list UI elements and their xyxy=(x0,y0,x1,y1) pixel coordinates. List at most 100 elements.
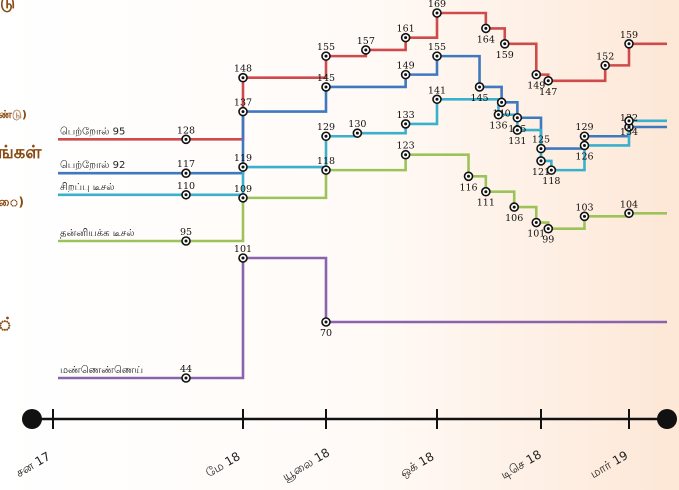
data-label-petrol95: 149 xyxy=(527,81,545,92)
series-name-petrol92: பெற்றோல் 92 xyxy=(60,160,125,171)
data-label-petrol92: 145 xyxy=(470,93,488,104)
data-label-superdiesel: 126 xyxy=(575,151,593,162)
data-label-petrol92: 145 xyxy=(317,73,335,84)
data-label-petrol95: 148 xyxy=(234,64,252,75)
data-label-petrol95: 161 xyxy=(397,24,415,35)
data-label-kerosene: 44 xyxy=(180,364,192,375)
axis-tick-label: யூலை 18 xyxy=(280,445,332,483)
data-point-core-petrol95 xyxy=(184,137,188,141)
axis-tick-label: மே 18 xyxy=(203,449,242,480)
data-point-core-petrol95 xyxy=(484,26,488,30)
axis-tick-label: சன 17 xyxy=(13,449,52,480)
series-name-petrol95: பெற்றோல் 95 xyxy=(60,126,125,137)
data-point-core-diesel xyxy=(184,239,188,243)
data-point-core-superdiesel xyxy=(496,113,500,117)
data-label-petrol95: 159 xyxy=(620,30,638,41)
data-label-superdiesel: 121 xyxy=(532,167,550,178)
data-point-core-diesel xyxy=(546,227,550,231)
data-point-core-superdiesel xyxy=(515,128,519,132)
data-label-petrol95: 169 xyxy=(428,0,446,10)
series-line-petrol95 xyxy=(58,11,667,141)
series-name-kerosene: மண்ணெண்ணெய் xyxy=(60,365,143,376)
data-label-diesel: 99 xyxy=(542,235,554,246)
data-label-diesel: 118 xyxy=(317,156,335,167)
data-label-kerosene: 70 xyxy=(320,328,332,339)
data-point-core-diesel xyxy=(404,153,408,157)
data-point-core-superdiesel xyxy=(355,131,359,135)
data-label-diesel: 103 xyxy=(575,202,593,213)
data-label-petrol92: 125 xyxy=(532,135,550,146)
data-point-core-petrol92 xyxy=(500,100,504,104)
data-label-diesel: 95 xyxy=(180,227,192,238)
data-label-diesel: 104 xyxy=(620,199,638,210)
data-label-superdiesel: 133 xyxy=(397,110,415,121)
data-point-core-petrol95 xyxy=(404,36,408,40)
data-point-core-superdiesel xyxy=(582,143,586,147)
data-point-core-petrol92 xyxy=(515,116,519,120)
data-point-core-petrol95 xyxy=(503,42,507,46)
data-label-diesel: 111 xyxy=(477,198,495,209)
data-label-petrol95: 152 xyxy=(596,51,614,62)
data-label-petrol92: 149 xyxy=(397,61,415,72)
data-point-core-petrol92 xyxy=(435,54,439,58)
heading-fragment: ை) xyxy=(0,195,24,209)
data-label-superdiesel: 141 xyxy=(428,85,446,96)
data-label-petrol95: 159 xyxy=(496,50,514,61)
data-point-core-petrol95 xyxy=(603,63,607,67)
data-point-core-diesel xyxy=(582,214,586,218)
data-point-core-petrol92 xyxy=(627,125,631,129)
data-label-petrol92: 129 xyxy=(575,122,593,133)
data-point-core-superdiesel xyxy=(184,193,188,197)
data-label-petrol92: 155 xyxy=(428,42,446,53)
data-label-superdiesel: 131 xyxy=(508,136,526,147)
time-axis: சன 17 மே 18 யூலை 18 ஒக் 18 டிசெ 18 மார் 19 xyxy=(13,409,677,484)
data-label-petrol95: 157 xyxy=(357,36,375,47)
data-point-core-diesel xyxy=(627,211,631,215)
data-label-petrol95: 147 xyxy=(539,87,557,98)
data-label-diesel: 116 xyxy=(459,182,477,193)
data-label-superdiesel: 129 xyxy=(317,122,335,133)
data-label-diesel: 106 xyxy=(505,213,523,224)
data-point-core-petrol92 xyxy=(539,147,543,151)
axis-end-cap xyxy=(657,409,677,429)
data-point-core-petrol95 xyxy=(546,79,550,83)
data-point-core-kerosene xyxy=(241,256,245,260)
series-name-superdiesel: சிறப்பு டீசல் xyxy=(60,182,115,193)
data-point-core-superdiesel xyxy=(549,168,553,172)
data-point-core-kerosene xyxy=(324,320,328,324)
data-label-superdiesel: 136 xyxy=(489,121,507,132)
data-point-core-superdiesel xyxy=(241,165,245,169)
series-layer xyxy=(58,11,667,380)
data-point-core-petrol95 xyxy=(435,11,439,15)
series-line-kerosene xyxy=(58,256,667,380)
data-label-diesel: 109 xyxy=(234,184,252,195)
data-point-core-petrol95 xyxy=(627,42,631,46)
heading-fragment: டு xyxy=(0,0,15,13)
data-label-superdiesel: 118 xyxy=(542,176,560,187)
data-point-core-superdiesel xyxy=(324,134,328,138)
series-name-diesel: தன்னியக்க டீசல் xyxy=(60,228,135,239)
data-label-petrol95: 128 xyxy=(177,125,195,136)
data-point-core-kerosene xyxy=(184,376,188,380)
data-point-core-petrol95 xyxy=(324,54,328,58)
data-label-kerosene: 101 xyxy=(234,244,252,255)
data-point-core-petrol95 xyxy=(364,48,368,52)
data-point-core-superdiesel xyxy=(435,97,439,101)
data-label-superdiesel: 134 xyxy=(620,127,638,138)
data-point-core-diesel xyxy=(484,190,488,194)
axis-tick-label: ஒக் 18 xyxy=(398,449,437,480)
data-point-core-superdiesel xyxy=(404,122,408,126)
data-label-superdiesel: 110 xyxy=(177,181,195,192)
data-point-core-petrol95 xyxy=(534,73,538,77)
data-label-petrol95: 155 xyxy=(317,42,335,53)
data-point-core-diesel xyxy=(241,196,245,200)
data-point-core-petrol92 xyxy=(184,171,188,175)
data-label-diesel: 101 xyxy=(527,229,545,240)
heading-fragment: ங்கள் xyxy=(0,142,42,163)
data-point-core-petrol95 xyxy=(241,76,245,80)
axis-start-cap xyxy=(22,409,42,429)
axis-tick-label: மார் 19 xyxy=(588,448,631,481)
data-point-core-petrol92 xyxy=(582,134,586,138)
data-point-core-diesel xyxy=(534,221,538,225)
data-point-core-petrol92 xyxy=(324,85,328,89)
